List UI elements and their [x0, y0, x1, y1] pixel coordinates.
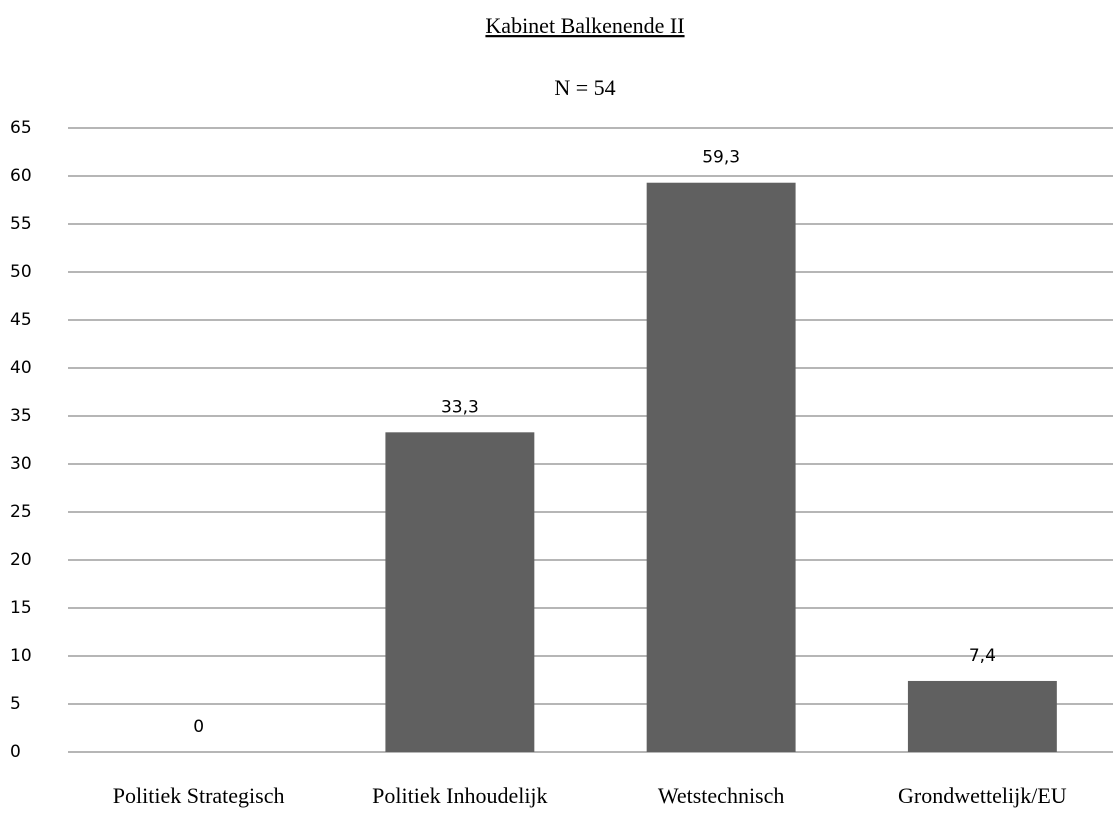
- x-tick-label: Wetstechnisch: [658, 783, 785, 808]
- value-label: 33,3: [441, 397, 479, 417]
- y-tick-label: 25: [10, 502, 32, 522]
- y-tick-label: 15: [10, 598, 32, 618]
- y-tick-label: 20: [10, 550, 32, 570]
- x-tick-label: Politiek Strategisch: [113, 783, 285, 808]
- x-tick-label: Politiek Inhoudelijk: [372, 783, 547, 808]
- y-tick-label: 60: [10, 166, 32, 186]
- bar: [907, 680, 1057, 752]
- y-tick-label: 0: [10, 742, 21, 762]
- bar: [646, 182, 796, 753]
- y-tick-label: 65: [10, 118, 32, 138]
- y-tick-label: 50: [10, 262, 32, 282]
- chart-title: Kabinet Balkenende II: [485, 13, 684, 38]
- y-tick-label: 5: [10, 694, 21, 714]
- y-tick-label: 30: [10, 454, 32, 474]
- y-tick-label: 10: [10, 646, 32, 666]
- y-tick-label: 40: [10, 358, 32, 378]
- bar: [385, 432, 535, 752]
- value-label: 7,4: [969, 646, 996, 666]
- value-label: 0: [193, 717, 204, 737]
- chart-subtitle: N = 54: [554, 75, 615, 100]
- y-tick-label: 55: [10, 214, 32, 234]
- y-tick-label: 45: [10, 310, 32, 330]
- y-tick-label: 35: [10, 406, 32, 426]
- x-tick-label: Grondwettelijk/EU: [898, 783, 1067, 808]
- value-label: 59,3: [702, 148, 740, 168]
